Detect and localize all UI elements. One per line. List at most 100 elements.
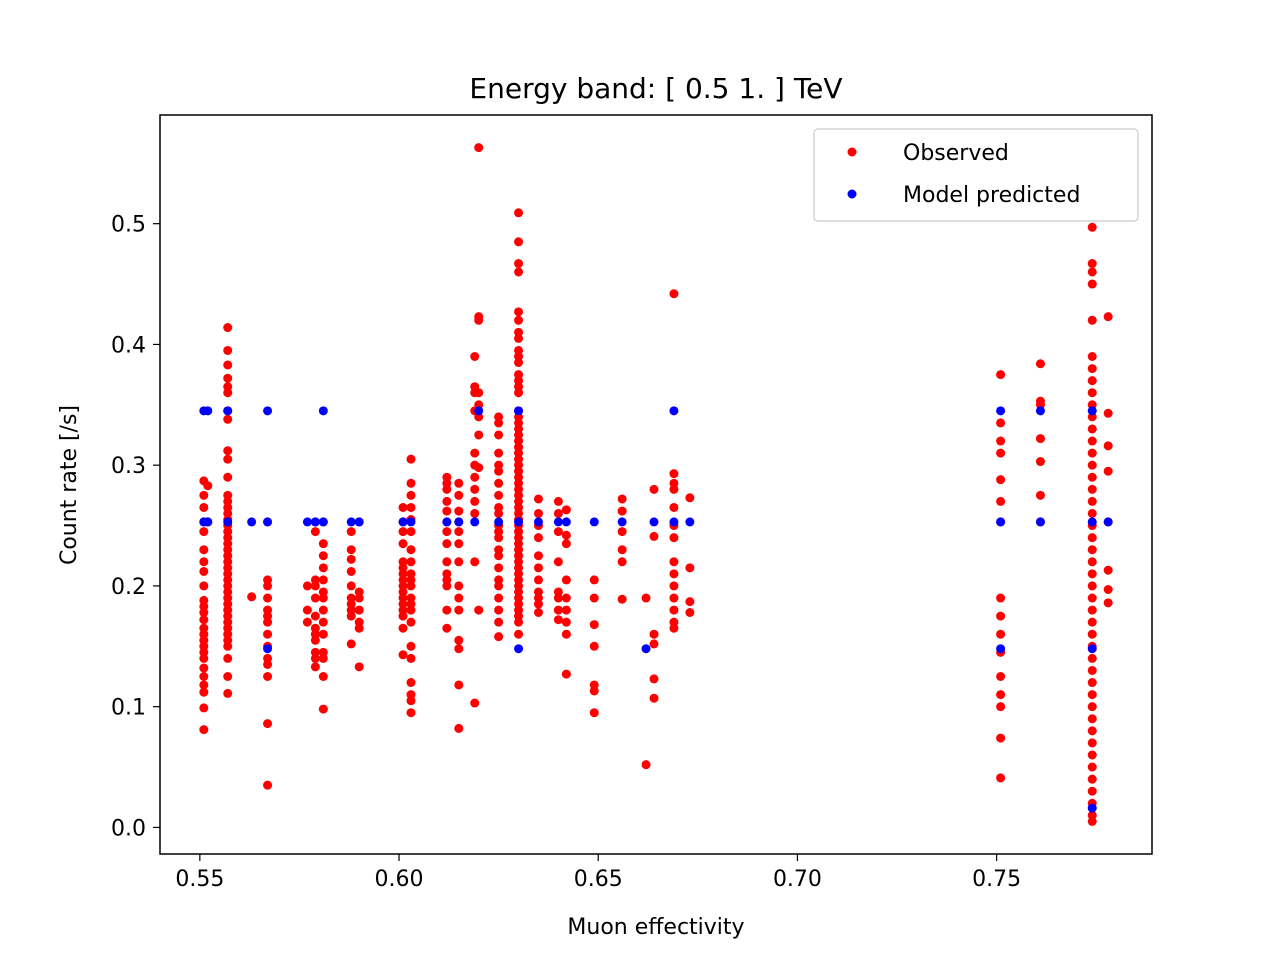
observed-point (1087, 545, 1097, 555)
model-predicted-point (302, 517, 312, 527)
observed-point (223, 671, 233, 681)
observed-point (223, 345, 233, 355)
observed-point (454, 723, 464, 733)
model-predicted-point (470, 517, 480, 527)
observed-point (398, 557, 408, 567)
observed-point (533, 508, 543, 518)
observed-point (406, 569, 416, 579)
observed-point (454, 490, 464, 500)
observed-point (669, 617, 679, 627)
x-tick-label: 0.75 (972, 867, 1021, 892)
observed-point (494, 502, 504, 512)
observed-point (302, 605, 312, 615)
legend: Observed Model predicted (813, 128, 1139, 222)
observed-point (263, 605, 273, 615)
observed-point (318, 575, 328, 585)
model-predicted-point (263, 644, 273, 654)
observed-point (354, 605, 364, 615)
observed-point (589, 620, 599, 630)
observed-point (1087, 617, 1097, 627)
observed-point (1103, 312, 1113, 322)
model-predicted-point (398, 517, 408, 527)
observed-point (561, 575, 571, 585)
observed-point (263, 575, 273, 585)
observed-point (398, 623, 408, 633)
observed-point (406, 454, 416, 464)
observed-point (1035, 434, 1045, 444)
observed-point (561, 505, 571, 515)
model-predicted-point (442, 517, 452, 527)
observed-point (669, 533, 679, 543)
observed-point (263, 671, 273, 681)
y-tick-label: 0.3 (111, 454, 146, 479)
observed-point (1103, 598, 1113, 608)
observed-point (1087, 279, 1097, 289)
observed-point (996, 370, 1006, 380)
observed-point (1035, 490, 1045, 500)
observed-point (996, 448, 1006, 458)
observed-point (199, 490, 209, 500)
observed-point (398, 527, 408, 537)
observed-point (669, 569, 679, 579)
observed-point (1087, 267, 1097, 277)
observed-point (494, 545, 504, 555)
observed-point (1087, 690, 1097, 700)
observed-point (346, 593, 356, 603)
model-predicted-point (996, 517, 1006, 527)
observed-point (263, 719, 273, 729)
observed-point (406, 502, 416, 512)
observed-point (649, 531, 659, 541)
plot-frame (159, 114, 1153, 855)
observed-point (318, 563, 328, 573)
observed-point (406, 478, 416, 488)
observed-point (199, 725, 209, 735)
observed-point (199, 581, 209, 591)
x-axis: 0.55 0.60 0.65 0.70 0.75 (175, 854, 1021, 892)
observed-point (589, 680, 599, 690)
observed-point (1087, 436, 1097, 446)
observed-point (223, 454, 233, 464)
observed-point (1087, 508, 1097, 518)
observed-point (346, 554, 356, 564)
observed-point (685, 563, 695, 573)
model-predicted-point (1087, 644, 1097, 654)
observed-point (398, 650, 408, 660)
observed-point (514, 267, 524, 277)
model-predicted-point (1087, 517, 1097, 527)
observed-point (1087, 665, 1097, 675)
observed-point (223, 490, 233, 500)
observed-point (996, 418, 1006, 428)
observed-point (310, 611, 320, 621)
observed-point (247, 592, 257, 602)
observed-point (669, 502, 679, 512)
observed-point (617, 527, 627, 537)
points-layer (199, 143, 1113, 826)
observed-point (199, 687, 209, 697)
observed-point (1035, 457, 1045, 467)
observed-point (318, 617, 328, 627)
observed-point (494, 412, 504, 422)
model-predicted-point (247, 517, 257, 527)
observed-point (1035, 359, 1045, 369)
observed-point (474, 143, 484, 153)
model-predicted-point (533, 517, 543, 527)
observed-point (470, 557, 480, 567)
observed-point (318, 587, 328, 597)
observed-point (553, 508, 563, 518)
observed-point (318, 605, 328, 615)
model-predicted-point (474, 406, 484, 416)
observed-point (474, 430, 484, 440)
observed-point (1087, 484, 1097, 494)
observed-point (561, 629, 571, 639)
observed-point (1087, 810, 1097, 820)
observed-point (1103, 466, 1113, 476)
observed-point (494, 563, 504, 573)
observed-point (470, 352, 480, 362)
observed-point (553, 587, 563, 597)
observed-point (996, 593, 1006, 603)
observed-point (494, 460, 504, 470)
observed-point (996, 436, 1006, 446)
y-axis-label: Count rate [/s] (57, 405, 82, 565)
observed-point (669, 478, 679, 488)
observed-point (996, 773, 1006, 783)
